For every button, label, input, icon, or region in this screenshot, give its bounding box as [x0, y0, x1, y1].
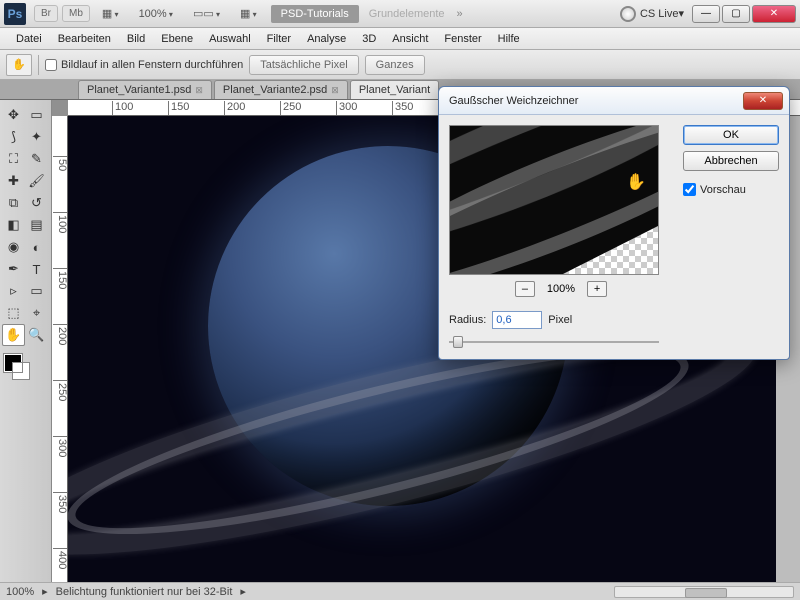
preview-checkbox[interactable]: Vorschau	[683, 183, 779, 196]
gaussian-blur-dialog: Gaußscher Weichzeichner ✕ ✋ – 100% + Rad…	[438, 86, 790, 360]
menu-datei[interactable]: Datei	[8, 31, 50, 47]
menu-bar: Datei Bearbeiten Bild Ebene Auswahl Filt…	[0, 28, 800, 50]
radius-input[interactable]	[492, 311, 542, 329]
history-brush-tool[interactable]: ↺	[25, 192, 48, 214]
tab-variante2[interactable]: Planet_Variante2.psd⊠	[214, 80, 348, 99]
menu-bild[interactable]: Bild	[119, 31, 153, 47]
maximize-button[interactable]: ▢	[722, 5, 750, 23]
screenmode-dropdown[interactable]: ▦	[96, 5, 125, 22]
menu-hilfe[interactable]: Hilfe	[490, 31, 528, 47]
ok-button[interactable]: OK	[683, 125, 779, 145]
zoom-in-button[interactable]: +	[587, 281, 607, 297]
status-bar: 100% ▸ Belichtung funktioniert nur bei 3…	[0, 582, 800, 600]
status-arrow-icon[interactable]: ▸	[42, 585, 48, 598]
path-tool[interactable]: ▹	[2, 280, 25, 302]
stamp-tool[interactable]: ⧉	[2, 192, 25, 214]
photoshop-logo: Ps	[4, 3, 26, 25]
hand-cursor-icon: ✋	[626, 172, 646, 192]
lasso-tool[interactable]: ⟆	[2, 126, 25, 148]
menu-fenster[interactable]: Fenster	[436, 31, 489, 47]
marquee-tool[interactable]: ▭	[25, 104, 48, 126]
hand-tool-indicator[interactable]: ✋	[6, 54, 32, 76]
menu-filter[interactable]: Filter	[259, 31, 299, 47]
menu-3d[interactable]: 3D	[354, 31, 384, 47]
radius-label: Radius:	[449, 314, 486, 326]
tab-variante3[interactable]: Planet_Variant	[350, 80, 439, 99]
bridge-button[interactable]: Br	[34, 5, 58, 22]
type-tool[interactable]: T	[25, 258, 48, 280]
zoom-tool[interactable]: 🔍	[25, 324, 48, 346]
blur-tool[interactable]: ◉	[2, 236, 25, 258]
camera-tool[interactable]: ⌖	[25, 302, 48, 324]
arrange-dropdown[interactable]: ▭▭	[187, 5, 226, 22]
zoom-percent: 100%	[547, 283, 575, 295]
ruler-vertical: 50 100 150 200 250 300 350 400	[52, 116, 68, 582]
cancel-button[interactable]: Abbrechen	[683, 151, 779, 171]
crop-tool[interactable]: ⛶	[2, 148, 25, 170]
actual-pixels-button[interactable]: Tatsächliche Pixel	[249, 55, 358, 75]
move-tool[interactable]: ✥	[2, 104, 25, 126]
fit-screen-button[interactable]: Ganzes	[365, 55, 425, 75]
zoom-dropdown[interactable]: 100%	[133, 6, 179, 22]
brush-tool[interactable]: 🖌	[25, 170, 48, 192]
menu-auswahl[interactable]: Auswahl	[201, 31, 259, 47]
tab-variante1[interactable]: Planet_Variante1.psd⊠	[78, 80, 212, 99]
preview-area[interactable]: ✋	[449, 125, 659, 275]
workspace-grundelemente[interactable]: Grundelemente	[369, 8, 445, 20]
gradient-tool[interactable]: ▤	[25, 214, 48, 236]
minibridge-button[interactable]: Mb	[62, 5, 90, 22]
shape-tool[interactable]: ▭	[25, 280, 48, 302]
status-message: Belichtung funktioniert nur bei 32-Bit	[56, 586, 233, 598]
background-color[interactable]	[12, 362, 30, 380]
horizontal-scrollbar[interactable]	[614, 586, 794, 598]
3d-tool[interactable]: ⬚	[2, 302, 25, 324]
menu-ebene[interactable]: Ebene	[153, 31, 201, 47]
hand-tool[interactable]: ✋	[2, 324, 25, 346]
menu-bearbeiten[interactable]: Bearbeiten	[50, 31, 119, 47]
zoom-out-button[interactable]: –	[515, 281, 535, 297]
heal-tool[interactable]: ✚	[2, 170, 25, 192]
minimize-button[interactable]: —	[692, 5, 720, 23]
workspace-more-icon[interactable]: »	[457, 8, 463, 20]
workspace-psdtutorials[interactable]: PSD-Tutorials	[271, 5, 359, 23]
dialog-close-button[interactable]: ✕	[743, 92, 783, 110]
pen-tool[interactable]: ✒	[2, 258, 25, 280]
close-icon[interactable]: ⊠	[195, 85, 203, 96]
status-arrow-icon[interactable]: ▸	[240, 585, 246, 598]
close-icon[interactable]: ⊠	[331, 85, 339, 96]
radius-unit: Pixel	[548, 314, 572, 326]
wand-tool[interactable]: ✦	[25, 126, 48, 148]
scroll-all-checkbox[interactable]: Bildlauf in allen Fenstern durchführen	[45, 59, 243, 71]
color-swatches[interactable]	[2, 352, 49, 382]
cs-live-button[interactable]: CS Live ▾	[620, 6, 684, 22]
menu-ansicht[interactable]: Ansicht	[384, 31, 436, 47]
toolbox: ✥▭ ⟆✦ ⛶✎ ✚🖌 ⧉↺ ◧▤ ◉◐ ✒T ▹▭ ⬚⌖ ✋🔍	[0, 100, 52, 582]
eyedropper-tool[interactable]: ✎	[25, 148, 48, 170]
radius-slider[interactable]	[449, 335, 659, 349]
menu-analyse[interactable]: Analyse	[299, 31, 354, 47]
extras-dropdown[interactable]: ▦	[234, 5, 263, 22]
status-zoom[interactable]: 100%	[6, 586, 34, 598]
dialog-title: Gaußscher Weichzeichner	[449, 95, 578, 107]
eraser-tool[interactable]: ◧	[2, 214, 25, 236]
close-button[interactable]: ✕	[752, 5, 796, 23]
title-bar: Ps Br Mb ▦ 100% ▭▭ ▦ PSD-Tutorials Grund…	[0, 0, 800, 28]
slider-thumb[interactable]	[453, 336, 463, 348]
options-bar: ✋ Bildlauf in allen Fenstern durchführen…	[0, 50, 800, 80]
dodge-tool[interactable]: ◐	[25, 236, 48, 258]
dialog-titlebar[interactable]: Gaußscher Weichzeichner ✕	[439, 87, 789, 115]
